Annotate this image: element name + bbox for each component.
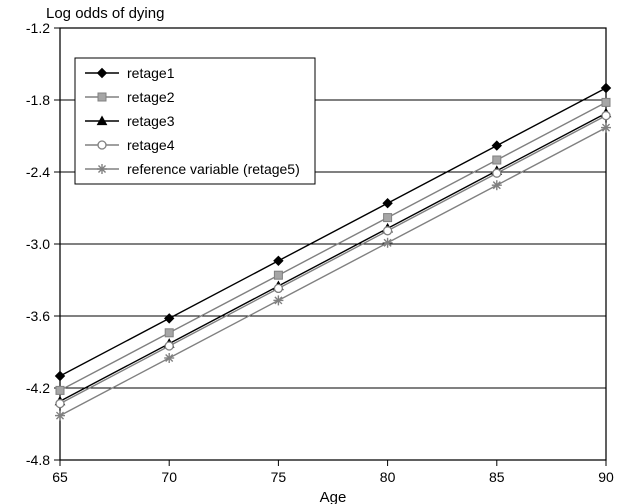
legend-label: reference variable (retage5) (127, 161, 300, 177)
y-tick-label: -3.0 (26, 236, 50, 252)
y-tick-label: -1.2 (26, 20, 50, 36)
legend-label: retage1 (127, 65, 175, 81)
y-tick-label: -4.8 (26, 452, 50, 468)
y-tick-label: -4.2 (26, 380, 50, 396)
x-tick-label: 75 (271, 469, 287, 485)
x-axis-title: Age (320, 489, 347, 504)
legend-label: retage4 (127, 137, 175, 153)
x-tick-label: 70 (161, 469, 177, 485)
line-chart: 65 70 75 80 85 90 -1.2 -1.8 -2.4 -3.0 -3.6 -4.2 -4.8… (0, 0, 626, 504)
chart-container: 65 70 75 80 85 90 -1.2 -1.8 -2.4 -3.0 -3.6 -4.2 -4.8… (0, 0, 626, 504)
x-tick-label: 85 (489, 469, 505, 485)
y-axis-title: Log odds of dying (46, 5, 164, 22)
x-tick-label: 90 (598, 469, 614, 485)
legend-label: retage2 (127, 89, 175, 105)
y-tick-label: -1.8 (26, 92, 50, 108)
legend-label: retage3 (127, 113, 175, 129)
x-tick-label: 65 (52, 469, 68, 485)
y-tick-label: -2.4 (26, 164, 50, 180)
legend: retage1 retage2 retage3 retage4 reference va… (75, 58, 315, 184)
x-tick-label: 80 (380, 469, 396, 485)
y-tick-label: -3.6 (26, 308, 50, 324)
